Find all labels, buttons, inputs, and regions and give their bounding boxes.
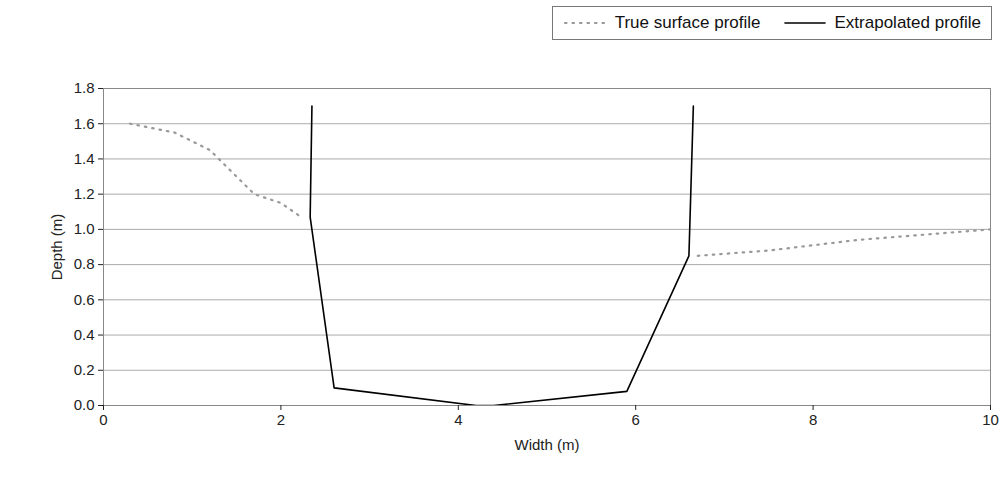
html-text:True surface profile: True surface profile (614, 13, 761, 32)
svg-text:1.0: 1.0 (74, 220, 95, 237)
svg-text:0: 0 (99, 411, 107, 428)
svg-text:0.6: 0.6 (74, 291, 95, 308)
html-text:Extrapolated profile: Extrapolated profile (834, 13, 981, 32)
svg-text:0.8: 0.8 (74, 255, 95, 272)
svg-text:10: 10 (982, 411, 999, 428)
svg-text:0.0: 0.0 (74, 396, 95, 413)
svg-text:0.4: 0.4 (74, 326, 95, 343)
svg-text:1.8: 1.8 (74, 79, 95, 96)
svg-text:4: 4 (454, 411, 462, 428)
svg-text:2: 2 (277, 411, 285, 428)
svg-text:1.6: 1.6 (74, 115, 95, 132)
svg-text:Width (m): Width (m) (515, 436, 580, 453)
svg-text:1.4: 1.4 (74, 150, 95, 167)
svg-text:Depth (m): Depth (m) (48, 214, 65, 281)
svg-text:6: 6 (632, 411, 640, 428)
svg-text:8: 8 (809, 411, 817, 428)
svg-text:1.2: 1.2 (74, 185, 95, 202)
svg-text:0.2: 0.2 (74, 361, 95, 378)
